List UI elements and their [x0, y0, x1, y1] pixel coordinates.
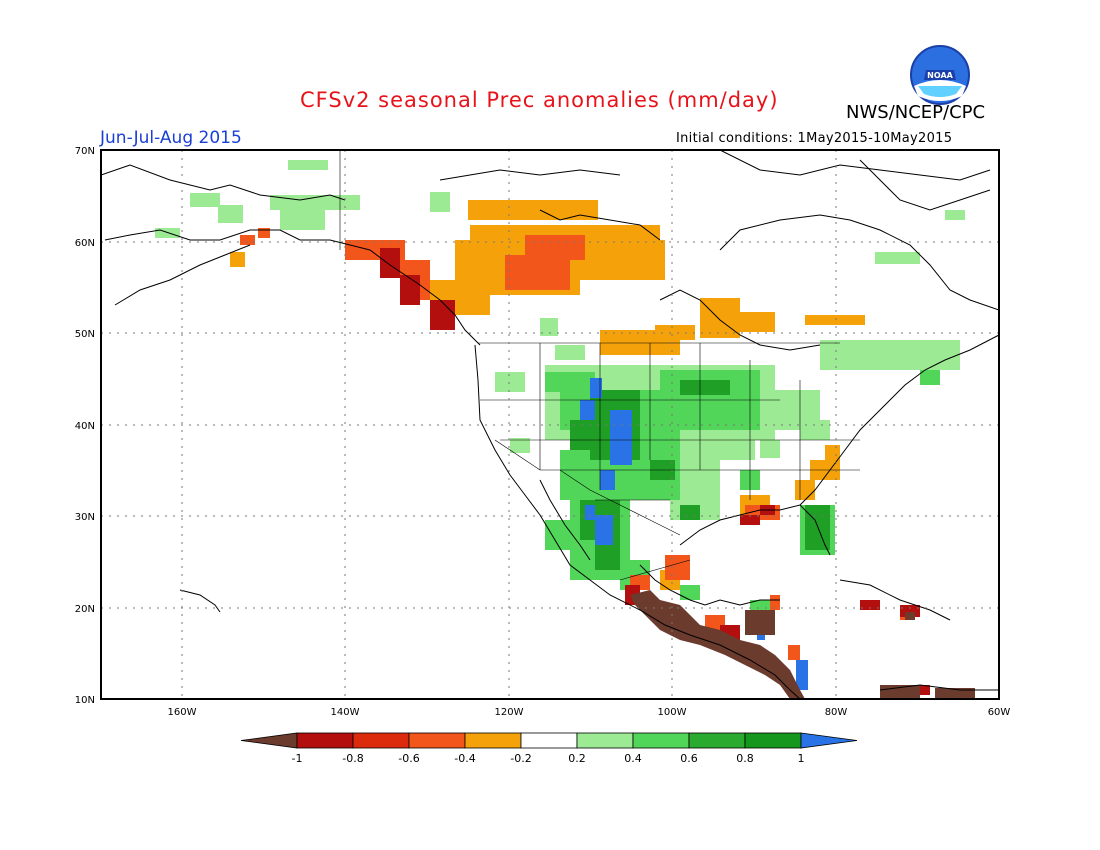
blue-areas [580, 378, 808, 690]
lat-label: 20N [75, 604, 95, 615]
agency-label: NWS/NCEP/CPC [846, 102, 986, 123]
colorbar-labels: -1 -0.8 -0.6 -0.4 -0.2 0.2 0.4 0.6 0.8 1 [292, 752, 805, 765]
colorbar-swatch [352, 732, 410, 749]
colorbar-swatch [576, 732, 634, 749]
lat-label: 40N [75, 421, 95, 432]
colorbar-swatch [408, 732, 466, 749]
lat-label: 60N [75, 238, 95, 249]
colorbar-label: -0.6 [398, 752, 419, 765]
colorbar-label: 0.2 [568, 752, 586, 765]
colorbar-label: 0.4 [624, 752, 642, 765]
colorbar-swatches [240, 732, 858, 749]
colorbar-label: -0.2 [510, 752, 531, 765]
colorbar-label: 1 [798, 752, 805, 765]
lat-label: 10N [75, 695, 95, 706]
colorbar-swatch [296, 732, 354, 749]
chart-title: CFSv2 seasonal Prec anomalies (mm/day) [300, 88, 779, 112]
coastlines [101, 150, 999, 699]
longitude-labels: 160W 140W 120W 100W 80W 60W [168, 707, 1011, 718]
lat-label: 30N [75, 512, 95, 523]
colorbar-label: 0.8 [736, 752, 754, 765]
logo-text: NOAA [927, 71, 953, 80]
colorbar-label: -0.4 [454, 752, 475, 765]
colorbar-swatch [240, 732, 298, 749]
lon-label: 80W [825, 707, 848, 718]
colorbar-swatch [688, 732, 746, 749]
grid-lines [101, 150, 999, 699]
red-orange-areas [240, 228, 912, 660]
lat-label: 70N [75, 146, 95, 157]
map-frame [100, 149, 1000, 700]
colorbar-swatch [464, 732, 522, 749]
colorbar-label: -1 [292, 752, 303, 765]
political-borders [339, 150, 860, 581]
lon-label: 140W [331, 707, 360, 718]
latitude-labels: 70N 60N 50N 40N 30N 20N 10N [75, 146, 95, 706]
lat-label: 50N [75, 329, 95, 340]
colorbar-swatch [632, 732, 690, 749]
season-label: Jun-Jul-Aug 2015 [100, 128, 242, 148]
colorbar-swatch [800, 732, 858, 749]
lon-label: 100W [658, 707, 687, 718]
noaa-logo-icon: NOAA [910, 45, 970, 105]
initial-conditions-label: Initial conditions: 1May2015-10May2015 [676, 131, 953, 146]
colorbar-swatch [744, 732, 802, 749]
colorbar-swatch [520, 732, 578, 749]
colorbar-label: 0.6 [680, 752, 698, 765]
lon-label: 160W [168, 707, 197, 718]
anomaly-fields [155, 160, 975, 699]
colorbar-label: -0.8 [342, 752, 363, 765]
lon-label: 60W [988, 707, 1011, 718]
lon-label: 120W [495, 707, 524, 718]
